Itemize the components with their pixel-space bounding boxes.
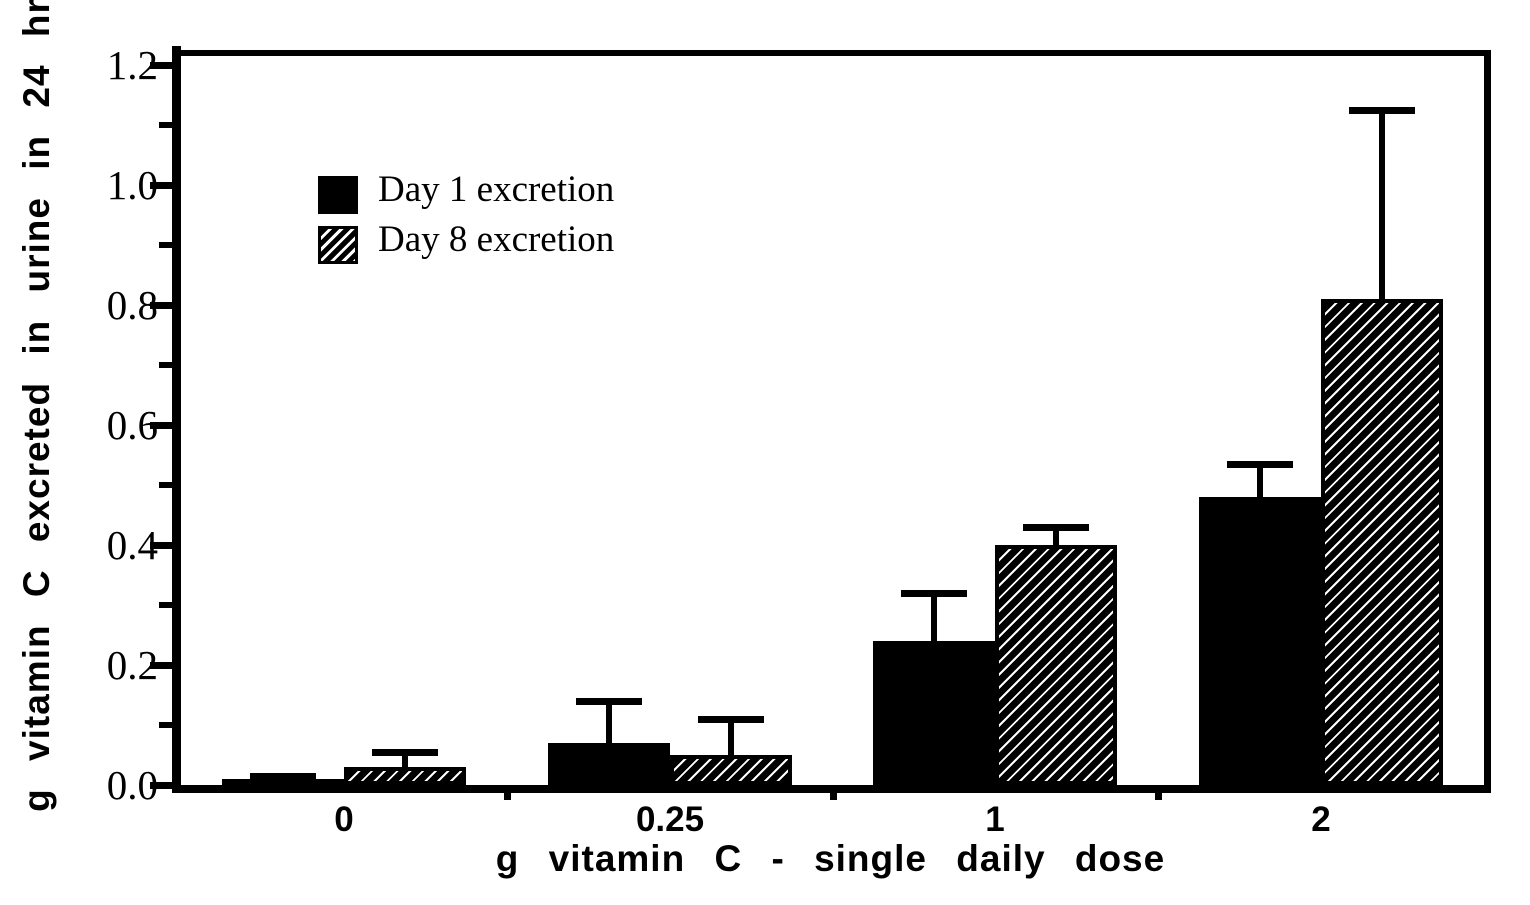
- error-cap-day8-dose-0.25: [698, 716, 764, 723]
- y-tick-0.4: [150, 542, 172, 549]
- bar-day1-dose-0.25: [548, 743, 670, 785]
- y-tick-0.0: [150, 782, 172, 789]
- error-line-day1-dose-1: [931, 594, 937, 641]
- error-line-day8-dose-0: [402, 753, 408, 767]
- error-cap-day1-dose-0.25: [576, 698, 642, 705]
- y-minor-tick-0.3: [159, 602, 172, 608]
- error-cap-day8-dose-1: [1023, 524, 1089, 531]
- legend-label-day1: Day 1 excretion: [378, 169, 615, 210]
- x-tick-label-1: 1: [985, 800, 1005, 839]
- legend-swatch-day1: [318, 176, 358, 214]
- bar-day8-dose-1: [995, 545, 1117, 785]
- y-minor-tick-1.1: [159, 122, 172, 128]
- error-line-day8-dose-0.25: [728, 720, 734, 755]
- y-tick-label-1.0: 1.0: [106, 162, 158, 208]
- bar-day8-dose-0: [344, 767, 466, 785]
- error-cap-day1-dose-0: [250, 773, 316, 780]
- x-axis-title: g vitamin C - single daily dose: [495, 838, 1166, 879]
- x-tick-label-0.25: 0.25: [635, 800, 705, 839]
- y-tick-label-0.0: 0.0: [106, 762, 158, 808]
- y-tick-0.8: [150, 302, 172, 309]
- error-cap-day8-dose-0: [372, 749, 438, 756]
- y-minor-tick-0.9: [159, 242, 172, 248]
- error-line-day1-dose-0.25: [606, 702, 612, 743]
- error-cap-day8-dose-2: [1349, 107, 1415, 114]
- y-tick-0.6: [150, 422, 172, 429]
- y-tick-label-0.8: 0.8: [106, 282, 158, 328]
- y-tick-label-0.6: 0.6: [106, 402, 158, 448]
- y-minor-tick-0.5: [159, 482, 172, 488]
- y-tick-label-0.2: 0.2: [106, 642, 158, 688]
- y-tick-1.2: [150, 62, 172, 69]
- y-minor-tick-0.1: [159, 722, 172, 728]
- bar-day8-dose-2: [1321, 299, 1443, 785]
- y-tick-0.2: [150, 662, 172, 669]
- y-axis-line: [172, 46, 181, 793]
- error-cap-day1-dose-1: [901, 590, 967, 597]
- x-boundary-tick-3: [1155, 785, 1162, 800]
- error-line-day8-dose-2: [1379, 111, 1385, 299]
- bar-day1-dose-1: [873, 641, 995, 785]
- bar-day8-dose-0.25: [670, 755, 792, 785]
- y-tick-1.0: [150, 182, 172, 189]
- error-line-day1-dose-2: [1257, 465, 1263, 497]
- error-cap-day1-dose-2: [1227, 461, 1293, 468]
- x-tick-label-0: 0: [334, 800, 354, 839]
- y-tick-label-1.2: 1.2: [106, 42, 158, 88]
- y-minor-tick-0.7: [159, 362, 172, 368]
- y-tick-label-0.4: 0.4: [106, 522, 158, 568]
- legend-swatch-day8: [318, 226, 358, 264]
- x-boundary-tick-2: [830, 785, 837, 800]
- plot-frame-right: [1484, 50, 1491, 793]
- bar-day1-dose-2: [1199, 497, 1321, 785]
- error-line-day8-dose-1: [1053, 528, 1059, 545]
- x-tick-label-2: 2: [1311, 800, 1331, 839]
- legend-label-day8: Day 8 excretion: [378, 219, 615, 260]
- x-boundary-tick-1: [504, 785, 511, 800]
- plot-frame-top: [172, 50, 1491, 56]
- bar-day1-dose-0: [222, 779, 344, 785]
